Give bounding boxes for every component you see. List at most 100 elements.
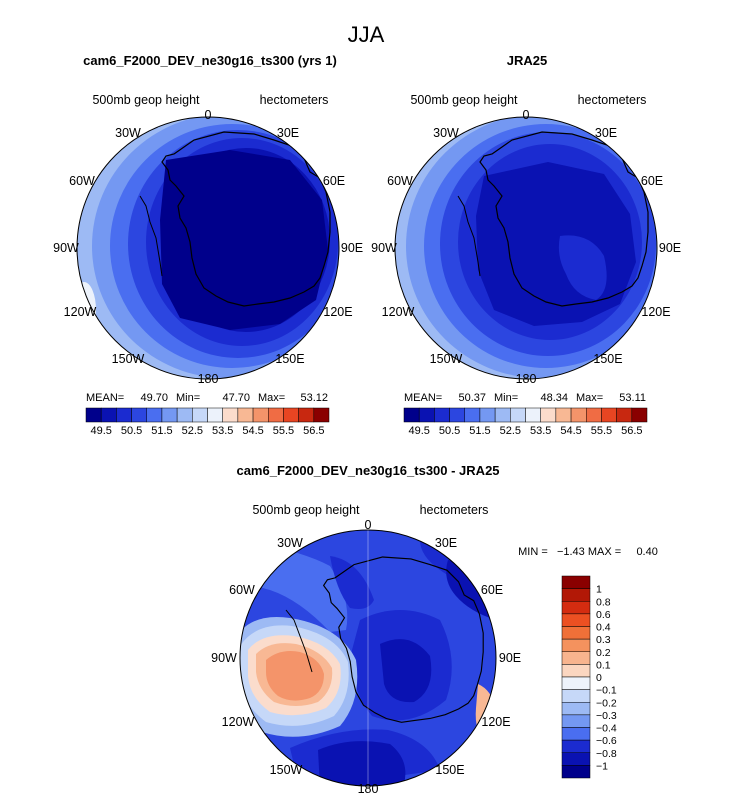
colorbar-swatch: [616, 407, 633, 423]
colorbar-tick-label: 0: [596, 672, 602, 684]
lon-label: 60W: [69, 174, 95, 188]
colorbar-swatch: [561, 588, 591, 602]
lon-labels-model: 0 30E 60E 90E 120E 150E 180 150W 120W 90…: [53, 108, 363, 386]
colorbar-swatch: [222, 407, 239, 423]
lon-label: 60E: [323, 174, 345, 188]
lon-label: 120E: [481, 715, 510, 729]
colorbar-swatch: [403, 407, 420, 423]
max-value: 53.12: [300, 392, 328, 404]
map-difference: [240, 530, 496, 786]
colorbar-tick-label: 52.5: [500, 425, 521, 437]
lon-label: 60E: [641, 174, 663, 188]
colorbar-swatch: [561, 714, 591, 728]
lon-label: 30W: [115, 126, 141, 140]
colorbar-swatch: [161, 407, 178, 423]
panel-model: cam6_F2000_DEV_ne30g16_ts300 (yrs 1) 500…: [53, 53, 363, 437]
colorbar-swatch: [561, 664, 591, 678]
lon-label: 150E: [275, 352, 304, 366]
lon-label: 180: [516, 372, 537, 386]
colorbar-tick-label: −0.4: [596, 723, 617, 735]
colorbar-swatch: [207, 407, 223, 423]
colorbar-swatch: [561, 575, 591, 589]
colorbar-tick-label: 51.5: [469, 425, 490, 437]
lon-label: 120E: [641, 305, 670, 319]
lon-label: 150E: [593, 352, 622, 366]
colorbar-swatch: [237, 407, 254, 423]
colorbar-swatch: [561, 702, 591, 716]
colorbar-tick-label: −0.6: [596, 735, 617, 747]
panel-difference: cam6_F2000_DEV_ne30g16_ts300 - JRA25 500…: [211, 463, 658, 796]
colorbar-swatch: [313, 407, 330, 423]
lon-label: 30E: [595, 126, 617, 140]
stats-reanalysis: MEAN= 50.37 Min= 48.34 Max= 53.11: [404, 392, 646, 404]
lon-label: 0: [523, 108, 530, 122]
colorbar-tick-label: 54.5: [560, 425, 581, 437]
colorbar-tick-label: 49.5: [408, 425, 429, 437]
colorbar-tick-label: 0.1: [596, 659, 611, 671]
colorbar-swatch: [176, 407, 193, 423]
colorbar-swatch: [570, 407, 587, 423]
colorbar-swatch: [131, 407, 147, 423]
lon-label: 150W: [270, 763, 303, 777]
map-reanalysis: [395, 117, 657, 379]
lon-label: 90E: [499, 651, 521, 665]
stats-model: MEAN= 49.70 Min= 47.70 Max= 53.12: [86, 392, 328, 404]
lon-label: 60E: [481, 583, 503, 597]
variable-label-model: 500mb geop height: [92, 93, 200, 107]
variable-label-reanalysis: 500mb geop height: [410, 93, 518, 107]
units-label-model: hectometers: [260, 93, 329, 107]
colorbar-tick-label: 55.5: [273, 425, 294, 437]
colorbar-swatch: [525, 407, 541, 423]
colorbar-swatch: [561, 689, 591, 703]
colorbar-swatch: [540, 407, 557, 423]
max-label: Max=: [576, 392, 603, 404]
mean-label: MEAN=: [86, 392, 124, 404]
panel-title-difference: cam6_F2000_DEV_ne30g16_ts300 - JRA25: [236, 463, 499, 478]
colorbar-tick-label: −0.2: [596, 697, 617, 709]
colorbar-tick-label: 53.5: [530, 425, 551, 437]
colorbar-tick-label: −0.1: [596, 685, 617, 697]
min-value: 48.34: [540, 392, 568, 404]
colorbar-swatch: [146, 407, 163, 423]
colorbar-swatch: [561, 651, 591, 665]
colorbar-swatch: [464, 407, 481, 423]
panel-title-model: cam6_F2000_DEV_ne30g16_ts300 (yrs 1): [83, 53, 337, 68]
colorbar-tick-label: 49.5: [90, 425, 111, 437]
colorbar-tick-label: 51.5: [151, 425, 172, 437]
colorbar-swatch: [494, 407, 511, 423]
mean-value: 50.37: [458, 392, 486, 404]
colorbar-swatch: [555, 407, 572, 423]
colorbar-swatch: [586, 407, 602, 423]
lon-label: 30E: [277, 126, 299, 140]
lon-label: 0: [205, 108, 212, 122]
lon-label: 150W: [430, 352, 463, 366]
season-title: JJA: [348, 22, 385, 47]
lon-label: 180: [198, 372, 219, 386]
colorbar-tick-label: 0.4: [596, 622, 611, 634]
lon-label: 30W: [277, 536, 303, 550]
colorbar-swatch: [116, 407, 132, 423]
colorbar-swatch: [510, 407, 526, 423]
min-label: Min=: [176, 392, 200, 404]
panel-reanalysis: JRA25 500mb geop height hectometers 0 30…: [371, 53, 681, 437]
colorbar-tick-label: 56.5: [303, 425, 324, 437]
colorbar-tick-label: 54.5: [242, 425, 263, 437]
colorbar-tick-label: 0.2: [596, 647, 611, 659]
colorbar-tick-label: 56.5: [621, 425, 642, 437]
colorbar-tick-label: 55.5: [591, 425, 612, 437]
lon-label: 0: [365, 518, 372, 532]
units-label-difference: hectometers: [420, 503, 489, 517]
lon-label: 150W: [112, 352, 145, 366]
lon-label: 90E: [341, 241, 363, 255]
lon-label: 180: [358, 782, 379, 796]
diff-min-max: MIN = −1.43 MAX = 0.40: [518, 546, 658, 558]
lon-label: 120W: [222, 715, 255, 729]
colorbar-swatch: [561, 765, 591, 779]
colorbar-tick-label: 0.8: [596, 596, 611, 608]
lon-labels-difference: 0 30E 60E 90E 120E 150E 180 150W 120W 90…: [211, 518, 521, 796]
colorbar-swatch: [479, 407, 496, 423]
max-label: Max=: [258, 392, 285, 404]
colorbar-swatch: [418, 407, 435, 423]
colorbar-tick-label: −1: [596, 760, 608, 772]
lon-label: 120W: [64, 305, 97, 319]
